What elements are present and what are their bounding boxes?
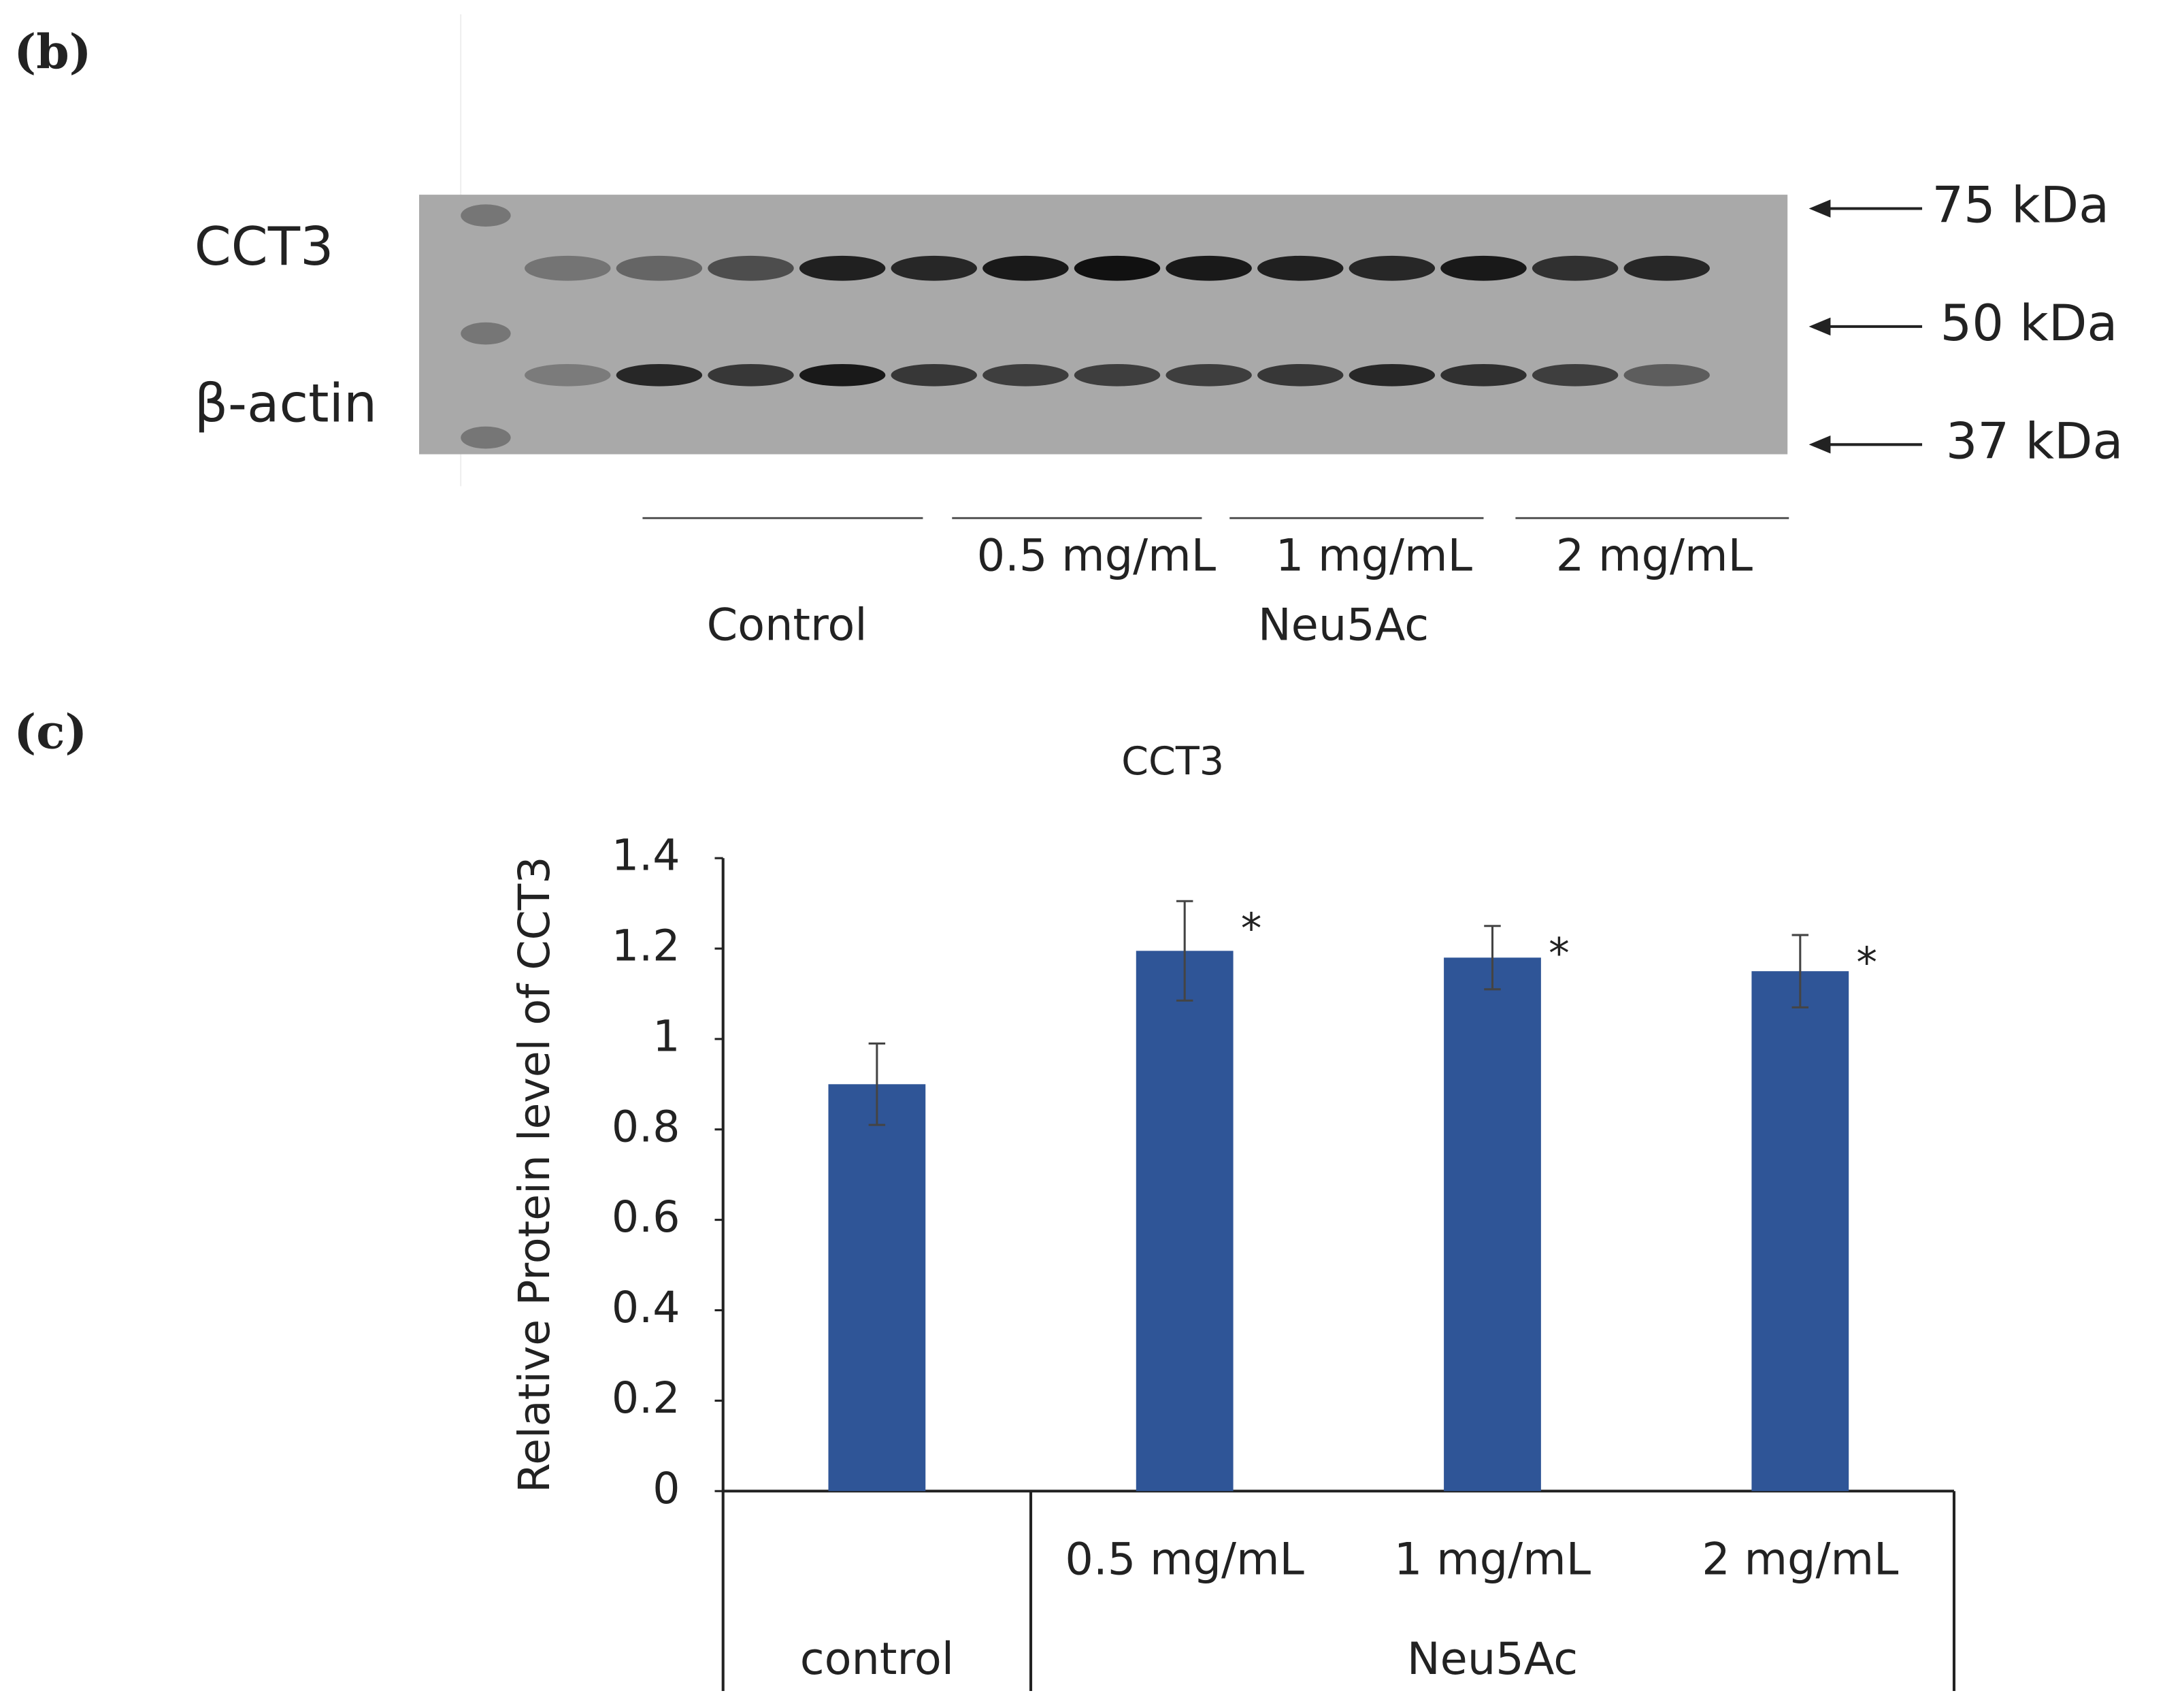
band bbox=[1257, 363, 1344, 387]
panel-label: (c) bbox=[14, 705, 87, 760]
band bbox=[982, 363, 1069, 387]
y-tick-label: 1.2 bbox=[612, 921, 680, 971]
band bbox=[708, 255, 794, 281]
marker-label: 75 kDa bbox=[1932, 177, 2109, 235]
significance-mark: * bbox=[1549, 930, 1570, 978]
bar bbox=[1444, 957, 1541, 1492]
band bbox=[799, 255, 886, 281]
band bbox=[1166, 363, 1252, 387]
row-label: CCT3 bbox=[195, 216, 334, 278]
marker-arrows bbox=[1808, 199, 1923, 454]
band bbox=[1532, 363, 1619, 387]
marker-label: 50 kDa bbox=[1940, 295, 2118, 352]
blot-bands bbox=[461, 204, 1710, 449]
y-tick-label: 1 bbox=[652, 1011, 680, 1061]
significance-mark: * bbox=[1241, 905, 1262, 953]
bar bbox=[1136, 951, 1234, 1492]
y-tick-label: 1.4 bbox=[612, 830, 680, 881]
blot-image bbox=[419, 195, 1788, 455]
group-label: Neu5Ac bbox=[1407, 1633, 1578, 1685]
band bbox=[1440, 255, 1527, 281]
group-label: Control bbox=[707, 600, 867, 651]
band bbox=[799, 363, 886, 387]
band bbox=[1074, 363, 1161, 387]
error-bar bbox=[1791, 934, 1809, 1008]
band bbox=[1349, 363, 1436, 387]
lane-label: 2 mg/mL bbox=[1556, 530, 1753, 582]
band bbox=[1257, 255, 1344, 281]
y-tick-label: 0.6 bbox=[612, 1192, 680, 1242]
significance-mark: * bbox=[1856, 939, 1877, 987]
ladder-band bbox=[461, 322, 511, 345]
bar bbox=[1751, 971, 1849, 1492]
band bbox=[1623, 363, 1710, 387]
band bbox=[1623, 255, 1710, 281]
band bbox=[1166, 255, 1252, 281]
band bbox=[891, 363, 977, 387]
ladder-band bbox=[461, 426, 511, 449]
chart-title: CCT3 bbox=[1121, 739, 1224, 784]
band bbox=[525, 255, 611, 281]
error-bar bbox=[1176, 900, 1193, 1002]
y-tick-label: 0.8 bbox=[612, 1101, 680, 1151]
x-tick-label: 2 mg/mL bbox=[1702, 1533, 1899, 1585]
y-tick-label: 0.4 bbox=[612, 1282, 680, 1332]
y-tick-label: 0.2 bbox=[612, 1373, 680, 1423]
panel-label: (b) bbox=[14, 24, 91, 80]
band bbox=[982, 255, 1069, 281]
band bbox=[616, 363, 703, 387]
band bbox=[1532, 255, 1619, 281]
band bbox=[708, 363, 794, 387]
y-axis-label: Relative Protein level of CCT3 bbox=[509, 857, 559, 1493]
x-tick-label: 1 mg/mL bbox=[1394, 1533, 1591, 1585]
band bbox=[1440, 363, 1527, 387]
marker-label: 37 kDa bbox=[1946, 412, 2123, 470]
lane-label: 1 mg/mL bbox=[1276, 530, 1473, 582]
band bbox=[1349, 255, 1436, 281]
lane-label: 0.5 mg/mL bbox=[977, 530, 1217, 582]
group-label: control bbox=[800, 1633, 954, 1685]
group-label: Neu5Ac bbox=[1258, 600, 1429, 651]
x-tick-label: 0.5 mg/mL bbox=[1065, 1533, 1304, 1585]
error-bar bbox=[868, 1042, 886, 1126]
band bbox=[525, 363, 611, 387]
band bbox=[616, 255, 703, 281]
ladder-band bbox=[461, 204, 511, 227]
y-tick-label: 0 bbox=[652, 1463, 680, 1513]
bar bbox=[828, 1084, 926, 1492]
band bbox=[1074, 255, 1161, 281]
error-bar bbox=[1484, 925, 1501, 991]
band bbox=[891, 255, 977, 281]
row-label: β-actin bbox=[195, 374, 378, 435]
